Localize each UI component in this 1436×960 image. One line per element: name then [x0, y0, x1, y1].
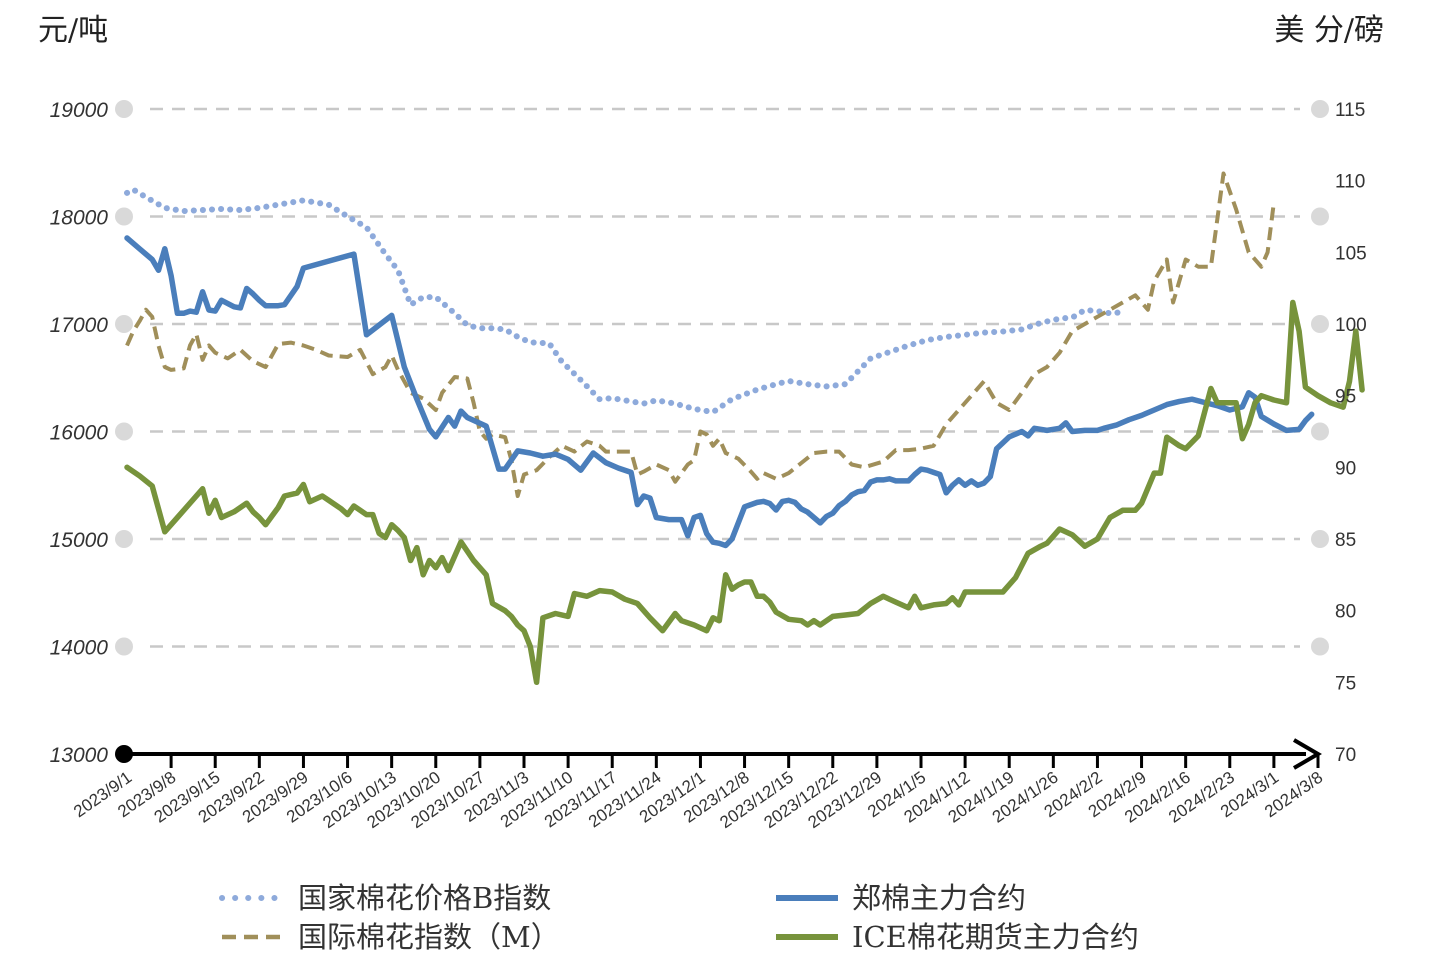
right-tick-dot	[1311, 315, 1329, 333]
series-line-zce	[124, 235, 1315, 549]
right-tick-label: 85	[1335, 530, 1356, 551]
axes	[115, 738, 1322, 770]
right-tick-label: 75	[1335, 673, 1356, 694]
left-tick-dot	[115, 315, 133, 333]
right-tick-dot	[1311, 637, 1329, 656]
series-line-m-index	[125, 171, 1276, 498]
right-tick-dot	[1311, 100, 1329, 118]
legend-label-zce: 郑棉主力合约	[852, 881, 1026, 915]
legend: 国家棉花价格B指数 国际棉花指数（M） 郑棉主力合约 ICE棉花期货主力合约	[219, 881, 1139, 954]
left-tick-dot	[115, 637, 133, 656]
legend-label-m-index: 国际棉花指数（M）	[298, 920, 560, 954]
left-tick-dot	[115, 100, 133, 118]
left-tick-dot	[115, 422, 133, 441]
left-axis-unit: 元/吨	[38, 13, 108, 48]
legend-item-zce: 郑棉主力合约	[776, 881, 1026, 915]
left-tick-label: 13000	[50, 744, 109, 767]
right-tick-dot	[1311, 422, 1329, 441]
x-axis-tick-labels: 2023/9/12023/9/82023/9/152023/9/222023/9…	[70, 768, 1326, 832]
left-tick-label: 18000	[50, 207, 109, 230]
left-tick-dot	[115, 207, 133, 226]
right-tick-label: 70	[1335, 745, 1356, 766]
left-axis-tick-labels: 13000 14000 15000 16000 17000 18000 19000	[50, 99, 109, 767]
left-tick-label: 17000	[50, 314, 109, 337]
legend-item-m-index: 国际棉花指数（M）	[222, 920, 560, 954]
legend-item-ice: ICE棉花期货主力合约	[776, 920, 1139, 954]
gridlines	[115, 100, 1329, 656]
left-tick-label: 16000	[50, 422, 109, 445]
series-lines	[124, 171, 1365, 686]
series-line-ice	[124, 299, 1365, 686]
right-axis-tick-labels: 70 75 80 85 90 95 100 105 110 115	[1335, 100, 1367, 766]
left-tick-label: 15000	[50, 529, 109, 552]
series-line-b-index	[124, 186, 1126, 416]
legend-label-ice: ICE棉花期货主力合约	[852, 920, 1139, 954]
right-tick-label: 100	[1335, 315, 1367, 336]
right-tick-dot	[1311, 530, 1329, 548]
right-tick-label: 90	[1335, 458, 1356, 479]
left-tick-label: 19000	[50, 99, 109, 122]
right-axis-unit: 美 分/磅	[1274, 13, 1384, 48]
right-tick-label: 110	[1335, 172, 1365, 193]
legend-item-b-index: 国家棉花价格B指数	[219, 881, 551, 915]
left-tick-dot	[115, 530, 133, 548]
right-tick-label: 80	[1335, 602, 1356, 623]
left-tick-label: 14000	[50, 637, 109, 660]
right-tick-label: 105	[1335, 243, 1367, 264]
right-tick-dot	[1311, 207, 1329, 226]
right-tick-label: 115	[1335, 100, 1365, 121]
right-tick-label: 95	[1335, 387, 1356, 408]
axis-origin-dot	[115, 745, 133, 763]
legend-label-b-index: 国家棉花价格B指数	[298, 881, 551, 915]
